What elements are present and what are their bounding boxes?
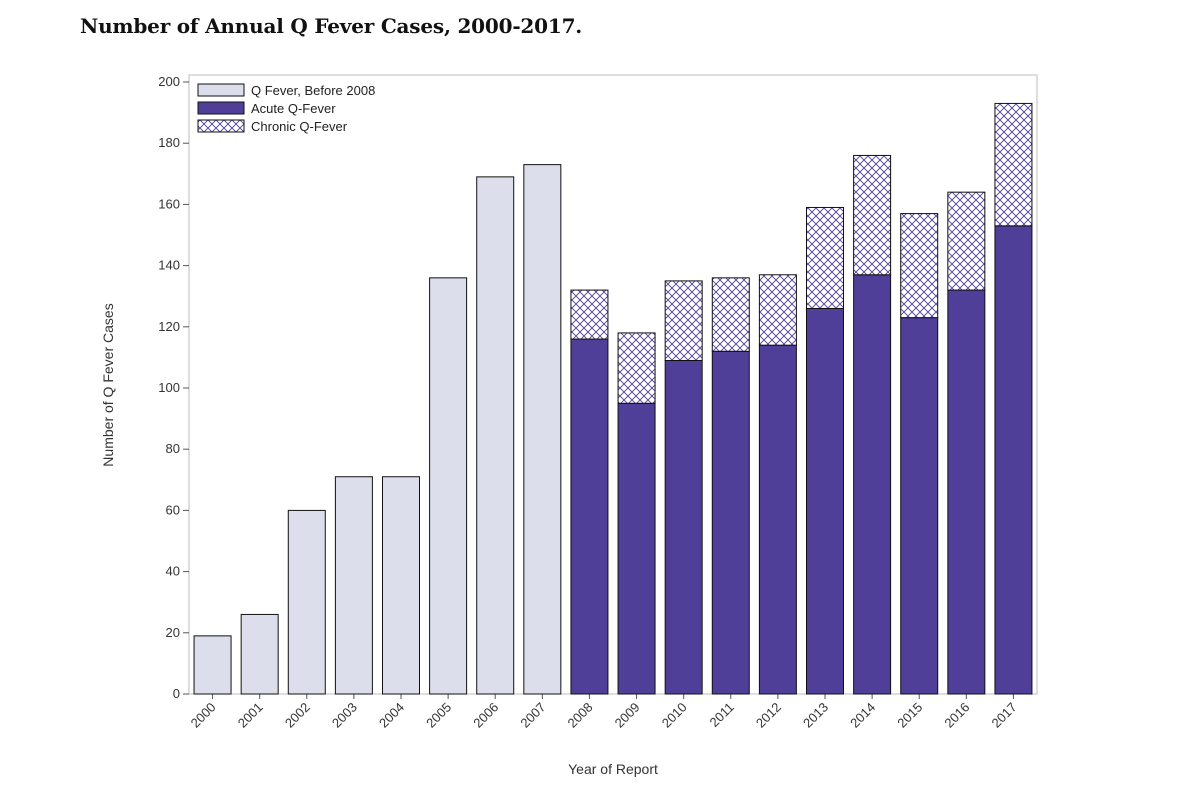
- x-tick-label: 2005: [423, 700, 454, 731]
- legend-swatch: [197, 119, 245, 133]
- bar-2010-series-2: [664, 280, 703, 361]
- bar-2003-series-0: [334, 476, 373, 695]
- bar-2014-series-1: [853, 274, 892, 695]
- bar-2016-series-1: [947, 289, 986, 695]
- x-tick-label: 2017: [989, 700, 1020, 731]
- x-tick-label: 2008: [565, 700, 596, 731]
- bar-2013-series-2: [806, 206, 844, 309]
- y-tick-label: 20: [166, 625, 180, 640]
- legend-item-label: Chronic Q-Fever: [251, 119, 348, 134]
- bar-2000-series-0: [193, 635, 232, 695]
- legend-item-label: Q Fever, Before 2008: [251, 83, 375, 98]
- bar-2015-series-1: [900, 317, 939, 695]
- x-tick-label: 2002: [282, 700, 313, 731]
- bar-2016-series-2: [947, 191, 986, 291]
- bar-2005-series-0: [429, 277, 468, 695]
- y-tick-label: 200: [158, 74, 180, 89]
- y-axis: 0 20 40 60 80 100 120 140 160 180 200: [158, 74, 189, 701]
- x-tick-label: 2003: [329, 700, 360, 731]
- x-tick-label: 2004: [376, 700, 407, 731]
- x-tick-label: 2012: [753, 700, 784, 731]
- y-tick-label: 140: [158, 258, 180, 273]
- x-tick-label: 2001: [235, 700, 266, 731]
- plot-frame: [188, 74, 1038, 695]
- x-tick-label: 2015: [894, 700, 925, 731]
- bar-2002-series-0: [287, 509, 326, 695]
- bar-2017-series-2: [994, 102, 1033, 227]
- x-tick-label: 2016: [941, 700, 972, 731]
- x-axis: 2000 2001 2002 2003 2004 2005 2006 2007 2008 2009…: [188, 694, 1020, 731]
- y-tick-label: 80: [166, 441, 180, 456]
- y-tick-label: 120: [158, 319, 180, 334]
- bar-2012-series-2: [758, 274, 797, 346]
- y-tick-label: 60: [166, 502, 180, 517]
- bar-2008-series-2: [570, 289, 609, 340]
- y-tick-label: 0: [173, 686, 180, 701]
- bar-2015-series-2: [900, 213, 939, 319]
- x-axis-label: Year of Report: [568, 761, 658, 777]
- bar-2014-series-2: [853, 154, 892, 276]
- page-title: Number of Annual Q Fever Cases, 2000-201…: [80, 14, 583, 38]
- x-tick-label: 2010: [659, 700, 690, 731]
- x-tick-label: 2000: [188, 700, 219, 731]
- x-tick-label: 2009: [612, 700, 643, 731]
- bar-2011-series-1: [711, 350, 750, 695]
- y-tick-label: 160: [158, 196, 180, 211]
- y-tick-label: 180: [158, 135, 180, 150]
- bar-2017-series-1: [994, 225, 1033, 695]
- x-tick-label: 2007: [517, 700, 548, 731]
- y-tick-label: 40: [166, 564, 180, 579]
- x-tick-label: 2013: [800, 700, 831, 731]
- bar-2010-series-1: [664, 359, 703, 695]
- legend-item-label: Acute Q-Fever: [251, 101, 336, 116]
- bar-2011-series-2: [711, 277, 750, 352]
- bar-2007-series-0: [523, 164, 562, 695]
- bar-2009-series-1: [617, 402, 656, 695]
- bar-2008-series-1: [570, 338, 609, 695]
- x-tick-label: 2011: [707, 700, 737, 730]
- bar-2006-series-0: [476, 176, 515, 695]
- bar-2009-series-2: [617, 332, 656, 404]
- legend-swatch: [197, 101, 245, 115]
- y-tick-label: 100: [158, 380, 180, 395]
- x-tick-label: 2014: [847, 700, 878, 731]
- legend-swatch: [197, 83, 245, 97]
- x-tick-label: 2006: [470, 700, 501, 731]
- bar-2001-series-0: [240, 613, 279, 695]
- bar-2012-series-1: [758, 344, 797, 695]
- bar-2004-series-0: [382, 476, 420, 695]
- bar-2013-series-1: [806, 307, 844, 695]
- bars-group: [193, 102, 1033, 695]
- y-axis-label: Number of Q Fever Cases: [100, 303, 116, 466]
- legend: Q Fever, Before 2008 Acute Q-Fever Chronic…: [197, 83, 375, 134]
